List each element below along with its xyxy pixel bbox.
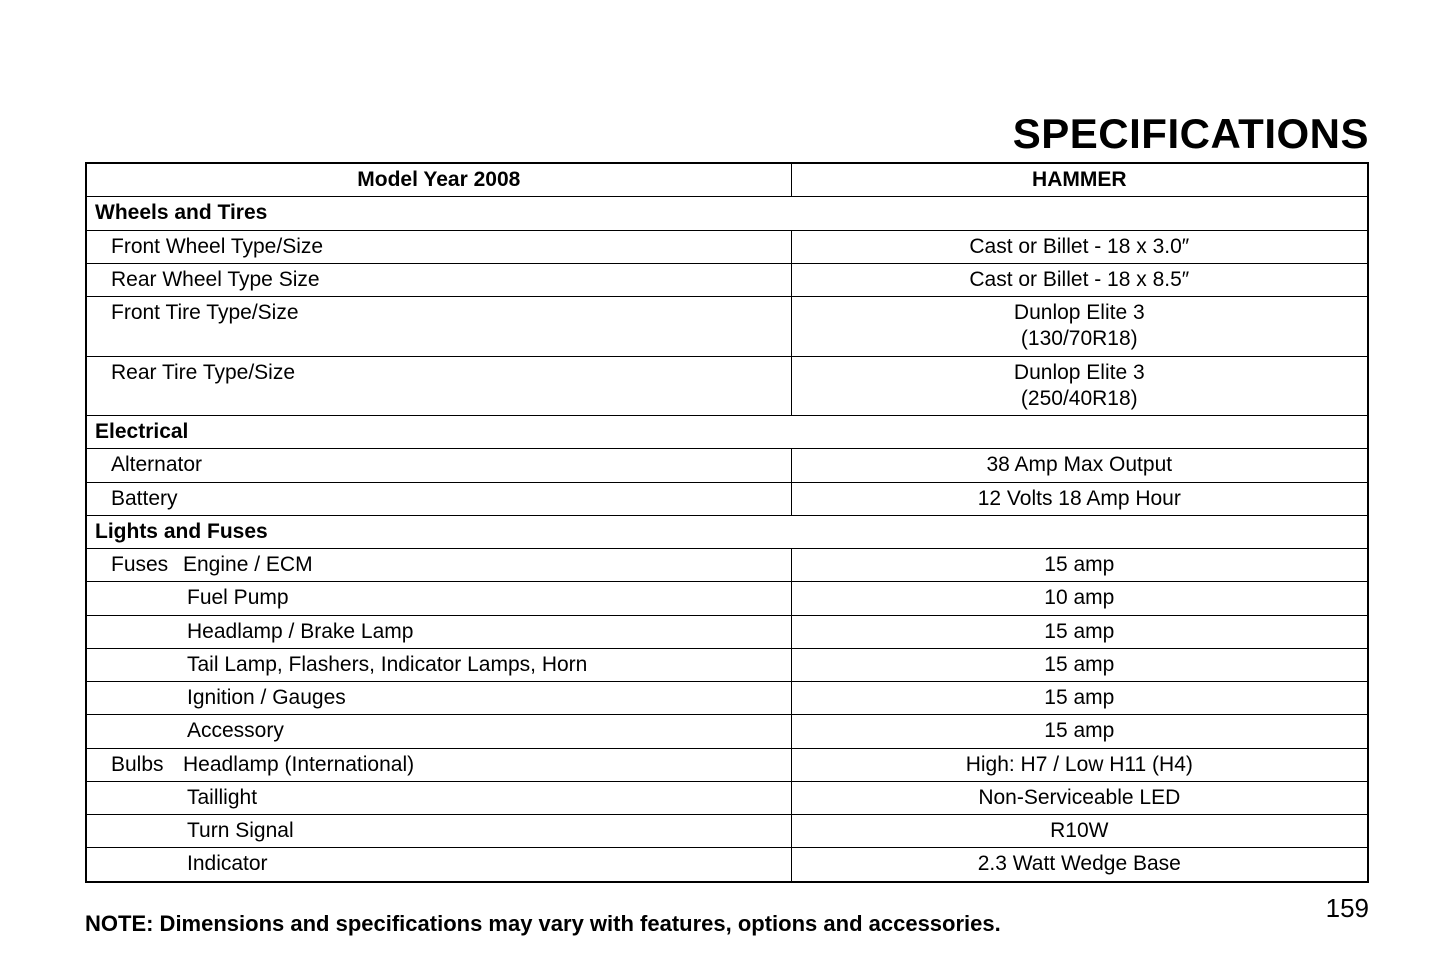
spec-value: 38 Amp Max Output <box>791 449 1368 482</box>
table-row: Fuel Pump10 amp <box>86 582 1368 615</box>
spec-value: 15 amp <box>791 715 1368 748</box>
spec-label: FusesEngine / ECM <box>86 549 791 582</box>
note-text: NOTE: Dimensions and specifications may … <box>85 911 1369 937</box>
spec-value: 12 Volts 18 Amp Hour <box>791 482 1368 515</box>
spec-label-text: Headlamp (International) <box>183 753 414 776</box>
table-row: Alternator38 Amp Max Output <box>86 449 1368 482</box>
section-header-row: Wheels and Tires <box>86 197 1368 230</box>
spec-value: Cast or Billet - 18 x 3.0″ <box>791 230 1368 263</box>
spec-label: Indicator <box>86 848 791 882</box>
spec-value: Cast or Billet - 18 x 8.5″ <box>791 263 1368 296</box>
spec-prefix: Fuses <box>111 552 183 578</box>
section-header-row: Lights and Fuses <box>86 515 1368 548</box>
spec-value: 15 amp <box>791 682 1368 715</box>
spec-label: Battery <box>86 482 791 515</box>
spec-label: Front Wheel Type/Size <box>86 230 791 263</box>
table-row: TaillightNon-Serviceable LED <box>86 781 1368 814</box>
section-header-row: Electrical <box>86 416 1368 449</box>
spec-value: 15 amp <box>791 615 1368 648</box>
table-row: Rear Wheel Type SizeCast or Billet - 18 … <box>86 263 1368 296</box>
header-model: Model Year 2008 <box>86 163 791 197</box>
spec-prefix: Bulbs <box>111 752 183 778</box>
spec-value: Dunlop Elite 3(250/40R18) <box>791 356 1368 416</box>
spec-value: 10 amp <box>791 582 1368 615</box>
table-row: Battery12 Volts 18 Amp Hour <box>86 482 1368 515</box>
spec-value: R10W <box>791 815 1368 848</box>
table-row: Front Tire Type/SizeDunlop Elite 3(130/7… <box>86 297 1368 357</box>
spec-value: 15 amp <box>791 549 1368 582</box>
table-row: Headlamp / Brake Lamp15 amp <box>86 615 1368 648</box>
spec-value: High: H7 / Low H11 (H4) <box>791 748 1368 781</box>
spec-label: Turn Signal <box>86 815 791 848</box>
spec-label: Alternator <box>86 449 791 482</box>
table-row: Turn SignalR10W <box>86 815 1368 848</box>
table-row: Ignition / Gauges15 amp <box>86 682 1368 715</box>
spec-label-text: Engine / ECM <box>183 553 313 576</box>
spec-label: Headlamp / Brake Lamp <box>86 615 791 648</box>
header-variant: HAMMER <box>791 163 1368 197</box>
table-row: Indicator2.3 Watt Wedge Base <box>86 848 1368 882</box>
table-row: Tail Lamp, Flashers, Indicator Lamps, Ho… <box>86 648 1368 681</box>
spec-label: Tail Lamp, Flashers, Indicator Lamps, Ho… <box>86 648 791 681</box>
spec-table: Model Year 2008 HAMMER Wheels and TiresF… <box>85 162 1369 883</box>
table-row: Front Wheel Type/SizeCast or Billet - 18… <box>86 230 1368 263</box>
spec-label: Accessory <box>86 715 791 748</box>
table-row: Rear Tire Type/SizeDunlop Elite 3(250/40… <box>86 356 1368 416</box>
spec-label: Rear Tire Type/Size <box>86 356 791 416</box>
spec-label: Ignition / Gauges <box>86 682 791 715</box>
spec-label: BulbsHeadlamp (International) <box>86 748 791 781</box>
page-title: SPECIFICATIONS <box>85 110 1369 158</box>
table-row: BulbsHeadlamp (International)High: H7 / … <box>86 748 1368 781</box>
section-name: Wheels and Tires <box>86 197 1368 230</box>
spec-label: Front Tire Type/Size <box>86 297 791 357</box>
page-number: 159 <box>1326 893 1369 924</box>
spec-value: Non-Serviceable LED <box>791 781 1368 814</box>
table-header-row: Model Year 2008 HAMMER <box>86 163 1368 197</box>
spec-value: 15 amp <box>791 648 1368 681</box>
spec-label: Rear Wheel Type Size <box>86 263 791 296</box>
table-row: FusesEngine / ECM15 amp <box>86 549 1368 582</box>
section-name: Electrical <box>86 416 1368 449</box>
spec-value: Dunlop Elite 3(130/70R18) <box>791 297 1368 357</box>
spec-value: 2.3 Watt Wedge Base <box>791 848 1368 882</box>
spec-label: Taillight <box>86 781 791 814</box>
spec-label: Fuel Pump <box>86 582 791 615</box>
section-name: Lights and Fuses <box>86 515 1368 548</box>
table-row: Accessory15 amp <box>86 715 1368 748</box>
